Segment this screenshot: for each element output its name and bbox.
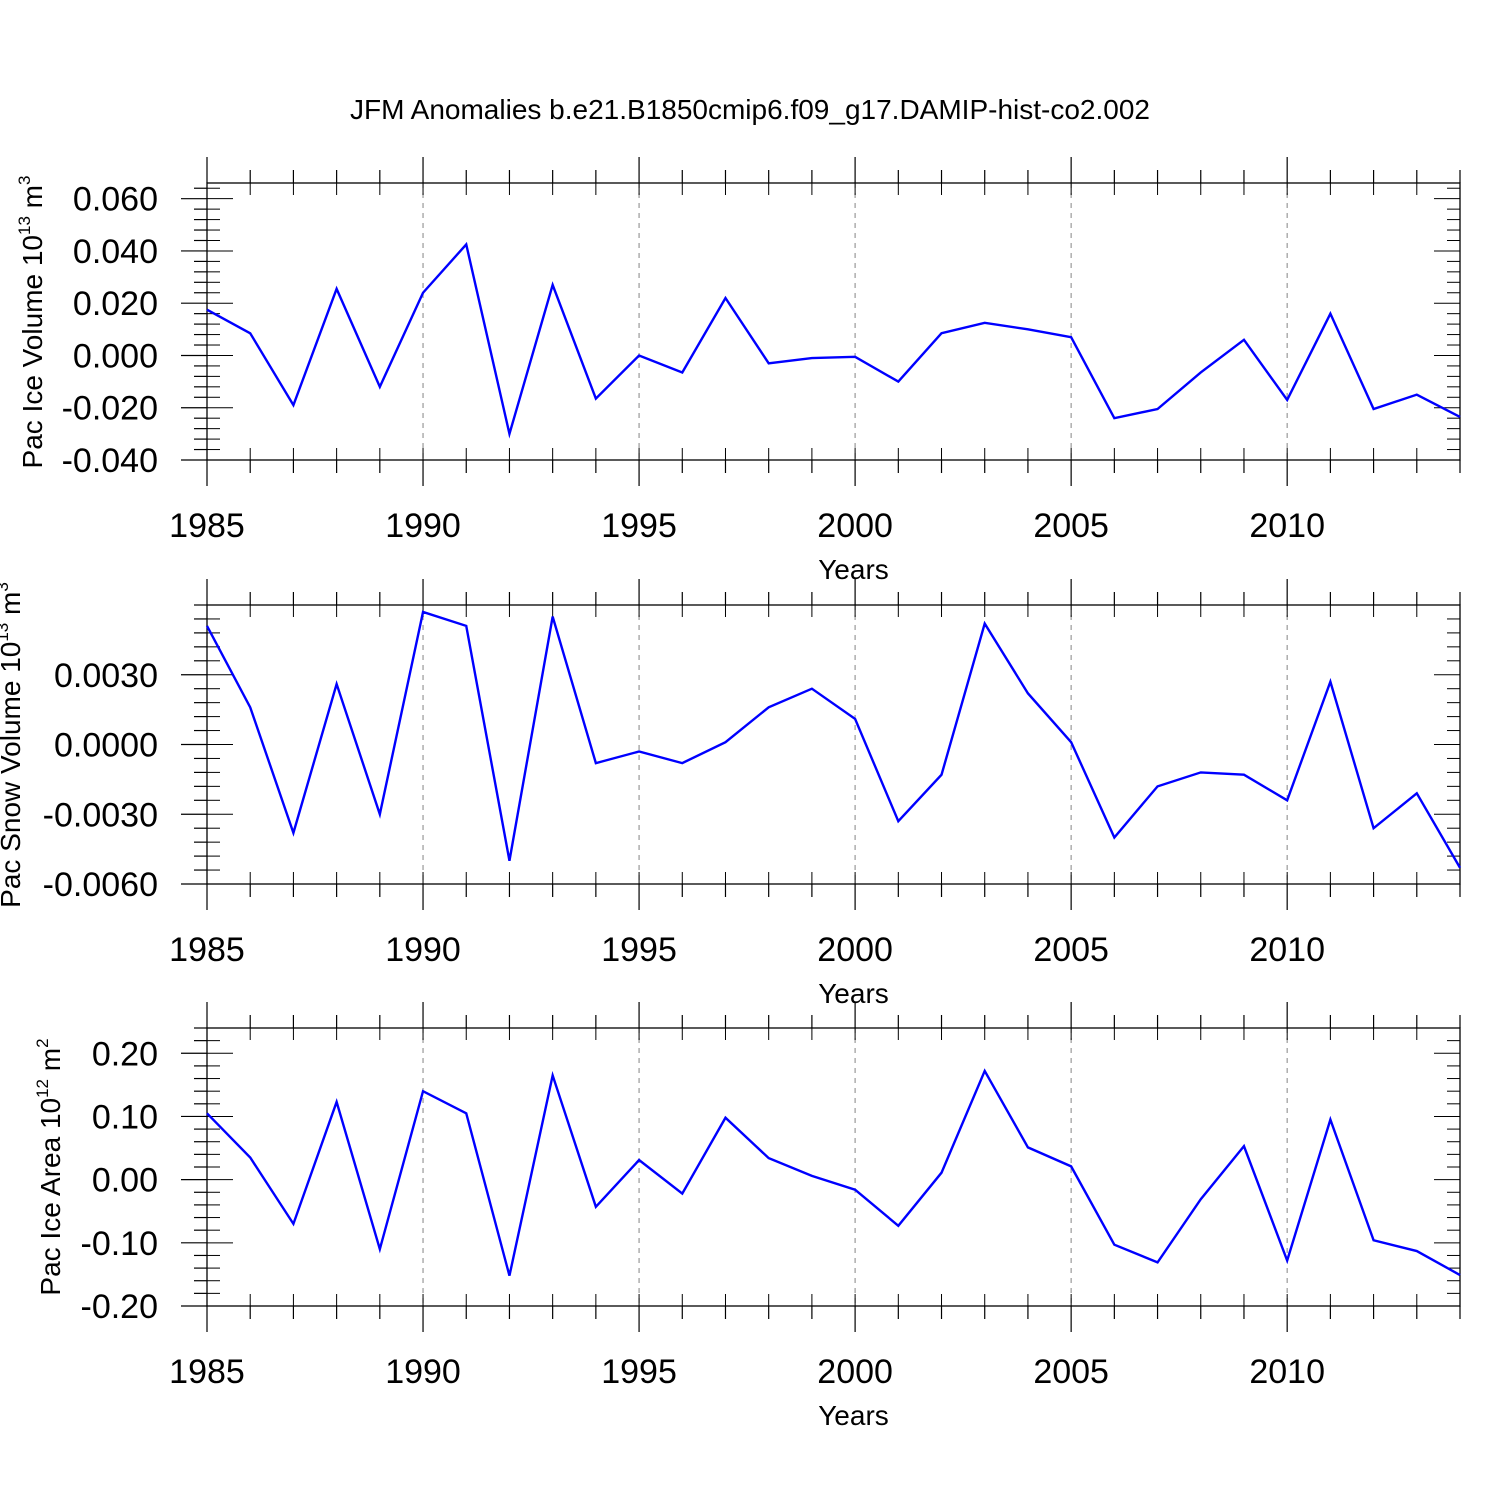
x-tick-label: 2000 [817, 931, 893, 969]
series-line [206, 241, 1461, 439]
y-tick-label: -0.20 [81, 1288, 159, 1326]
y-tick-label: 0.0000 [54, 727, 158, 765]
x-tick-label: 2005 [1033, 1353, 1109, 1391]
y-tick-label: 0.00 [92, 1162, 158, 1200]
y-tick-label: 0.20 [92, 1035, 158, 1073]
x-tick-label: 1995 [601, 507, 677, 545]
y-tick-label: 0.0030 [54, 657, 158, 695]
y-tick-label: -0.020 [62, 390, 158, 428]
y-axis-label-superscript: 2 [33, 1038, 52, 1047]
y-tick-label: 0.040 [73, 233, 158, 271]
x-tick-label: 2010 [1249, 931, 1325, 969]
x-tick-label: 2010 [1249, 507, 1325, 545]
x-axis-label: Years [818, 554, 889, 585]
x-tick-label: 2005 [1033, 507, 1109, 545]
x-tick-label: 1985 [169, 507, 245, 545]
y-tick-label: 0.000 [73, 337, 158, 375]
y-axis-label: Pac Ice Area 1012 m2 [33, 1038, 66, 1295]
y-axis-label-text: Pac Ice Area 10 [35, 1098, 66, 1296]
y-tick-label: 0.060 [73, 181, 158, 219]
plot-frame [206, 1027, 1461, 1307]
x-axis-label: Years [818, 1400, 889, 1431]
y-tick-label: 0.020 [73, 285, 158, 323]
y-axis-label-superscript: 13 [0, 623, 12, 642]
x-tick-label: 2010 [1249, 1353, 1325, 1391]
x-tick-label: 2005 [1033, 931, 1109, 969]
y-axis-label: Pac Snow Volume 1013 m3 [0, 582, 26, 908]
y-axis-label-text: Pac Snow Volume 10 [0, 642, 26, 908]
plot-frame [206, 182, 1461, 461]
series-line [206, 1068, 1461, 1277]
y-axis-label-text: m [35, 1048, 66, 1079]
y-tick-label: -0.0030 [43, 796, 158, 834]
y-tick-label: -0.10 [81, 1225, 159, 1263]
y-axis-label-superscript: 12 [33, 1079, 52, 1098]
y-tick-label: -0.040 [62, 442, 158, 480]
x-tick-label: 2000 [817, 1353, 893, 1391]
y-axis-label-text: m [0, 592, 26, 623]
y-axis-label-superscript: 13 [15, 216, 34, 235]
y-tick-label: 0.10 [92, 1098, 158, 1136]
series-line [205, 610, 1462, 869]
x-axis-label: Years [818, 978, 889, 1009]
chart-panel-1: 1985 1990 1995 2000 2005 2010 Years -0.040 -0.02… [15, 157, 1461, 585]
x-tick-label: 1985 [169, 931, 245, 969]
x-tick-label: 1995 [601, 931, 677, 969]
y-axis-label-text: m [17, 185, 48, 216]
y-axis-label-text: Pac Ice Volume 10 [17, 235, 48, 468]
y-axis-label-superscript: 3 [0, 582, 12, 591]
x-tick-label: 1995 [601, 1353, 677, 1391]
chart-panel-2: 1985 1990 1995 2000 2005 2010 Years -0.0060 -0.0… [0, 579, 1462, 1009]
x-tick-label: 1990 [385, 931, 461, 969]
y-axis-label-superscript: 3 [15, 176, 34, 185]
y-tick-label: -0.0060 [43, 866, 158, 904]
y-axis-label: Pac Ice Volume 1013 m3 [15, 176, 48, 469]
chart-panel-3: 1985 1990 1995 2000 2005 2010 Years -0.20 -0.10 0… [33, 1002, 1461, 1431]
x-tick-label: 1990 [385, 1353, 461, 1391]
x-tick-label: 1985 [169, 1353, 245, 1391]
x-tick-label: 1990 [385, 507, 461, 545]
chart-title: JFM Anomalies b.e21.B1850cmip6.f09_g17.D… [350, 94, 1150, 125]
x-tick-label: 2000 [817, 507, 893, 545]
